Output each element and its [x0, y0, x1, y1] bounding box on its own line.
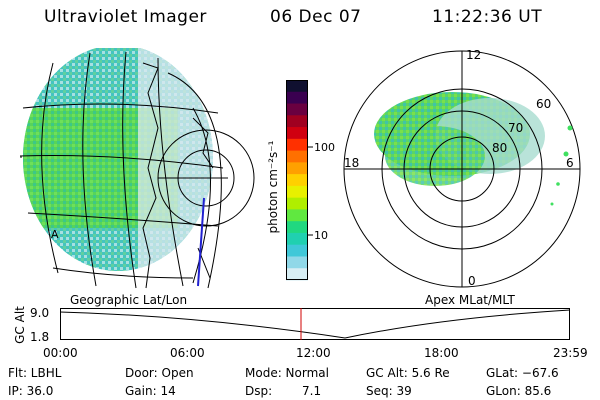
x-tick-12: 12:00: [296, 346, 331, 360]
gain-info: Gain: 14: [125, 384, 176, 398]
altitude-curve: [59, 309, 571, 339]
colorbar-segment: [286, 268, 308, 281]
apex-caption: Apex MLat/MLT: [425, 293, 515, 307]
colorbar-segment: [286, 185, 308, 199]
colorbar-segment: [286, 244, 308, 258]
instrument-title: Ultraviolet Imager: [44, 7, 207, 27]
colorbar-segment: [286, 221, 308, 234]
altitude-ytick-1-8: 1.8: [30, 330, 50, 344]
date-label: 06 Dec 07: [270, 7, 362, 27]
geo-marker: A: [51, 228, 59, 241]
colorbar-segment: [286, 174, 308, 187]
geographic-caption: Geographic Lat/Lon: [70, 293, 188, 307]
geo-grid: [19, 51, 255, 289]
colorbar-segment: [286, 232, 308, 246]
limb-line: [197, 197, 205, 287]
colorbar: [286, 80, 308, 281]
colorbar-segment: [286, 256, 308, 269]
colorbar-segment: [286, 80, 308, 93]
mode-info: Mode: Normal: [245, 366, 329, 380]
polar-dots: [550, 125, 573, 206]
altitude-ytick-9: 9.0: [30, 306, 50, 320]
lat-label-80: 80: [492, 141, 507, 155]
colorbar-segment: [286, 91, 308, 105]
x-tick-00: 00:00: [43, 346, 78, 360]
mlt-label-6: 6: [566, 156, 574, 170]
flt-info: Flt: LBHL: [8, 366, 62, 380]
seq-info: Seq: 39: [366, 384, 412, 398]
altitude-ylabel: GC Alt: [13, 306, 27, 344]
door-info: Door: Open: [125, 366, 194, 380]
time-label: 11:22:36 UT: [432, 7, 543, 27]
polar-grid: [343, 50, 581, 288]
title-bar: Ultraviolet Imager 06 Dec 07 11:22:36 UT: [0, 0, 600, 34]
colorbar-segment: [286, 127, 308, 140]
geographic-image-panel: A: [19, 48, 255, 289]
gc-alt-info: GC Alt: 5.6 Re: [366, 366, 450, 380]
colorbar-segment: [286, 209, 308, 222]
colorbar-unit-label: photon cm⁻²s⁻¹: [266, 140, 280, 234]
colorbar-tick-10: 10: [314, 229, 328, 242]
colorbar-segment: [286, 103, 308, 116]
colorbar-border: [286, 80, 308, 280]
lat-label-60: 60: [536, 97, 551, 111]
glon-info: GLon: 85.6: [486, 384, 552, 398]
x-tick-06: 06:00: [170, 346, 205, 360]
colorbar-segment: [286, 138, 308, 152]
x-tick-2359: 23:59: [553, 346, 588, 360]
polar-mlat-mlt-panel: 12 0 18 6 60 70 80: [343, 48, 581, 288]
mlt-label-18: 18: [344, 156, 359, 170]
colorbar-segment: [286, 162, 308, 175]
colorbar-segment: [286, 115, 308, 128]
lat-label-70: 70: [508, 121, 523, 135]
ip-info: IP: 36.0: [8, 384, 54, 398]
dsp-value: 7.1: [302, 384, 322, 398]
glat-info: GLat: −67.6: [486, 366, 559, 380]
altitude-plot: [59, 308, 571, 340]
polar-uv-image: [374, 92, 545, 186]
x-tick-18: 18:00: [424, 346, 459, 360]
colorbar-segment: [286, 150, 308, 163]
mlt-label-0: 0: [468, 274, 476, 288]
mlt-label-12: 12: [466, 48, 481, 62]
colorbar-tick-100: 100: [314, 141, 335, 154]
colorbar-ticks: 100 10: [308, 141, 335, 242]
dsp-label: Dsp:: [245, 384, 273, 398]
uv-emission-image: [23, 48, 213, 271]
colorbar-segment: [286, 197, 308, 211]
